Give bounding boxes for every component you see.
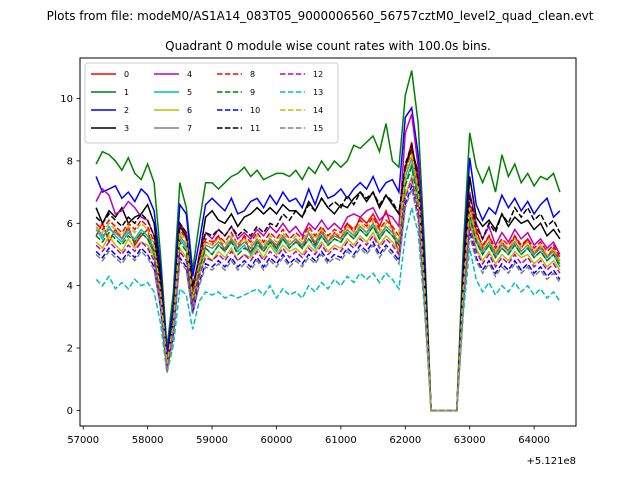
x-tick-label: 57000 [67, 435, 99, 446]
legend-label-12: 12 [313, 70, 323, 79]
legend-box [84, 62, 339, 144]
legend-label-15: 15 [313, 124, 323, 133]
series-line-12 [95, 176, 561, 412]
legend-label-9: 9 [250, 88, 255, 97]
legend-label-3: 3 [124, 124, 129, 133]
y-tick-label: 4 [67, 281, 73, 292]
legend-label-13: 13 [313, 88, 323, 97]
axes-frame [79, 57, 577, 427]
series-line-1 [95, 70, 561, 412]
legend-label-2: 2 [124, 106, 129, 115]
chart-title: Quadrant 0 module wise count rates with … [165, 39, 491, 53]
legend-label-1: 1 [124, 88, 129, 97]
x-tick-label: 64000 [518, 435, 550, 446]
legend-label-14: 14 [313, 106, 323, 115]
legend-label-11: 11 [250, 124, 260, 133]
series-line-2 [95, 105, 561, 412]
x-tick-label: 62000 [389, 435, 421, 446]
figure-suptitle: Plots from file: modeM0/AS1A14_083T05_90… [47, 9, 594, 23]
legend-label-4: 4 [187, 70, 192, 79]
legend-label-5: 5 [187, 88, 192, 97]
y-tick-label: 2 [67, 344, 73, 355]
y-tick-label: 8 [67, 156, 73, 167]
x-axis-offset-label: +5.121e8 [526, 456, 576, 467]
y-tick-label: 0 [67, 406, 73, 417]
y-tick-label: 6 [67, 219, 73, 230]
x-tick-label: 58000 [132, 435, 164, 446]
series-line-13 [95, 207, 561, 412]
x-tick-label: 60000 [261, 435, 293, 446]
legend-label-7: 7 [187, 124, 192, 133]
legend-label-0: 0 [124, 70, 129, 79]
x-tick-label: 59000 [196, 435, 228, 446]
y-tick-label: 10 [60, 94, 73, 105]
plot-area [95, 70, 561, 412]
x-tick-label: 63000 [454, 435, 486, 446]
y-axis: 0 2 4 6 8 10 [60, 94, 80, 417]
legend-label-6: 6 [187, 106, 192, 115]
x-axis: 57000 58000 59000 60000 61000 62000 63000 64000 [67, 426, 550, 446]
legend-label-10: 10 [250, 106, 260, 115]
x-tick-label: 61000 [325, 435, 357, 446]
series-line-15 [95, 186, 561, 412]
series-line-14 [95, 151, 561, 412]
legend-label-8: 8 [250, 70, 255, 79]
